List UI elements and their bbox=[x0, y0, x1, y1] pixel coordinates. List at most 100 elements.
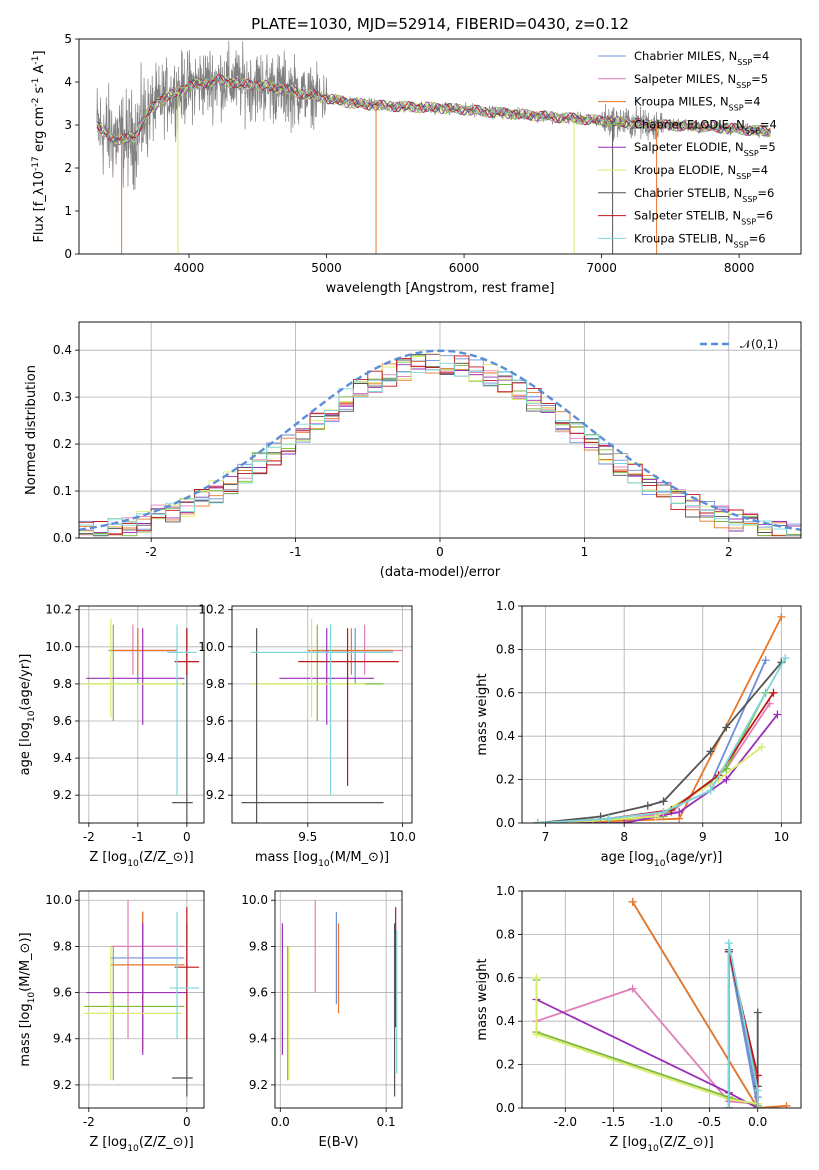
weight-marker-salpeter-elodie bbox=[773, 710, 782, 719]
weight-marker-chabrier-stelib bbox=[643, 801, 652, 810]
figure-title: PLATE=1030, MJD=52914, FIBERID=0430, z=0… bbox=[251, 15, 629, 33]
y-tick-label: 0.8 bbox=[496, 642, 515, 656]
weight-marker-kroupa-stelib bbox=[753, 1086, 762, 1095]
gaussian-curve bbox=[79, 349, 801, 531]
y-tick-label: 0.3 bbox=[53, 390, 72, 404]
y-tick-label: 2 bbox=[64, 161, 72, 175]
plot-area bbox=[533, 612, 790, 823]
axes-age_weight: 7 8 9 10 0.0 0.2 0.4 0.6 0.8 1.0 age [log10(age/yr… bbox=[475, 599, 802, 869]
plot-area bbox=[241, 618, 403, 823]
y-axis-label: mass weight bbox=[475, 958, 490, 1040]
y-tick-label: 0.4 bbox=[53, 343, 72, 357]
weight-marker-kroupa-stelib bbox=[659, 808, 668, 817]
weight-marker-kroupa-miles bbox=[628, 897, 637, 906]
plot-area bbox=[532, 897, 791, 1108]
weight-marker-chabrier-stelib bbox=[659, 797, 668, 806]
weight-line-kroupa-stelib bbox=[727, 942, 759, 1108]
y-tick-label: 9.8 bbox=[53, 677, 72, 691]
plot-area bbox=[281, 900, 398, 1097]
x-axis-label: Z [log10(Z/Z_⊙)] bbox=[609, 1135, 713, 1154]
plot-area bbox=[79, 349, 801, 537]
x-axis-label: mass [log10(M/M_⊙)] bbox=[255, 850, 389, 869]
plot-area bbox=[96, 40, 772, 254]
y-tick-label: 9.6 bbox=[53, 986, 72, 1000]
y-tick-label: 0.4 bbox=[496, 729, 515, 743]
y-axis-label: mass weight bbox=[475, 673, 490, 755]
y-tick-label: 9.2 bbox=[53, 788, 72, 802]
weight-marker-chabrier-stelib bbox=[753, 1008, 762, 1017]
y-tick-label: 10.2 bbox=[198, 603, 225, 617]
weight-marker-salpeter-stelib bbox=[769, 688, 778, 697]
y-tick-label: 9.8 bbox=[249, 939, 268, 953]
x-tick-label: 2 bbox=[725, 545, 733, 559]
x-axis-label: wavelength [Angstrom, rest frame] bbox=[326, 281, 555, 296]
weight-line-chabrier-elodie bbox=[537, 692, 767, 823]
weight-line-chabrier-elodie bbox=[535, 980, 758, 1107]
weight-line-chabrier-stelib bbox=[537, 661, 783, 823]
model-line-kroupa-stelib bbox=[96, 74, 771, 144]
x-tick-label: 4000 bbox=[174, 261, 205, 275]
model-line-kroupa-elodie bbox=[96, 76, 771, 144]
legend-label-chabrier-elodie: Chabrier ELODIE, NSSP=4 bbox=[634, 117, 777, 135]
x-tick-label: 8 bbox=[620, 830, 628, 844]
x-axis-label: Z [log10(Z/Z_⊙)] bbox=[89, 850, 193, 869]
x-axis-label: Z [log10(Z/Z_⊙)] bbox=[89, 1135, 193, 1154]
model-line-salpeter-elodie bbox=[96, 77, 771, 145]
y-axis-label: Flux [f_λ10-17 erg cm-2 s-1 A-1] bbox=[31, 50, 47, 242]
x-tick-label: 7000 bbox=[586, 261, 617, 275]
weight-marker-kroupa-stelib bbox=[533, 819, 542, 823]
weight-line-salpeter-elodie bbox=[537, 713, 779, 823]
y-tick-label: 9.8 bbox=[53, 939, 72, 953]
weight-marker-chabrier-stelib bbox=[722, 723, 731, 732]
weight-line-kroupa-elodie bbox=[535, 977, 758, 1105]
y-tick-label: 0.6 bbox=[496, 971, 515, 985]
y-tick-label: 0.6 bbox=[496, 686, 515, 700]
y-tick-label: 0.0 bbox=[53, 531, 72, 545]
x-axis-label: E(B-V) bbox=[318, 1135, 358, 1150]
x-tick-label: -1.5 bbox=[602, 1115, 625, 1129]
weight-line-kroupa-miles bbox=[537, 616, 783, 823]
y-tick-label: 10.0 bbox=[45, 893, 72, 907]
y-tick-label: 0.0 bbox=[496, 1101, 515, 1115]
x-tick-label: 7 bbox=[542, 830, 550, 844]
y-axis-label: age [log10(age/yr)] bbox=[18, 654, 37, 776]
x-tick-label: 0 bbox=[436, 545, 444, 559]
x-tick-label: 0.0 bbox=[271, 1115, 290, 1129]
y-tick-label: 0.8 bbox=[496, 927, 515, 941]
y-tick-label: 1.0 bbox=[496, 599, 515, 613]
model-line-chabrier-stelib bbox=[96, 74, 771, 143]
weight-marker-kroupa-miles bbox=[777, 612, 786, 621]
legend-label-chabrier-miles: Chabrier MILES, NSSP=4 bbox=[634, 49, 769, 67]
y-tick-label: 0.2 bbox=[53, 437, 72, 451]
x-tick-label: 10 bbox=[774, 830, 789, 844]
axes-z_age: -2 -1 0 9.2 9.4 9.6 9.8 10.0 10.2 Z [log10(Z/Z_⊙)… bbox=[18, 603, 205, 869]
x-tick-label: -1 bbox=[290, 545, 302, 559]
x-tick-label: 0 bbox=[183, 1115, 191, 1129]
weight-marker-kroupa-elodie bbox=[757, 743, 766, 752]
weight-marker-salpeter-elodie bbox=[722, 775, 731, 784]
x-tick-label: -1 bbox=[132, 830, 144, 844]
y-tick-label: 3 bbox=[64, 118, 72, 132]
weight-marker-kroupa-stelib bbox=[724, 1104, 733, 1108]
axes-frame bbox=[78, 890, 205, 1109]
axes-frame bbox=[78, 605, 205, 824]
x-tick-label: -2.0 bbox=[554, 1115, 577, 1129]
spectrum-legend: Chabrier MILES, NSSP=4 Salpeter MILES, NS… bbox=[598, 49, 777, 249]
x-tick-label: -2 bbox=[83, 830, 95, 844]
x-tick-label: 9 bbox=[699, 830, 707, 844]
y-tick-label: 9.4 bbox=[53, 751, 72, 765]
y-tick-label: 10.0 bbox=[45, 640, 72, 654]
x-tick-label: 8000 bbox=[724, 261, 755, 275]
weight-marker-kroupa-stelib bbox=[604, 814, 613, 823]
x-tick-label: -0.5 bbox=[698, 1115, 721, 1129]
x-tick-label: 1 bbox=[581, 545, 589, 559]
y-tick-label: 9.4 bbox=[206, 751, 225, 765]
y-tick-label: 1 bbox=[64, 204, 72, 218]
axes-mass_age: 9.5 10.0 9.2 9.4 9.6 9.8 10.0 10.2 mass [log10(M… bbox=[198, 603, 416, 869]
axes-z_weight: -2.0 -1.5 -1.0 -0.5 0.0 0.0 0.2 0.4 0.6 0.8 1.0 Z [… bbox=[475, 884, 802, 1154]
axes-spectrum: 4000 5000 6000 7000 8000 0 1 2 3 4 5 wavelength [An… bbox=[31, 32, 802, 296]
weight-marker-salpeter-elodie bbox=[620, 819, 629, 823]
x-tick-label: 0.0 bbox=[748, 1115, 767, 1129]
gaussian-legend-label: 𝒩(0,1) bbox=[740, 337, 778, 351]
